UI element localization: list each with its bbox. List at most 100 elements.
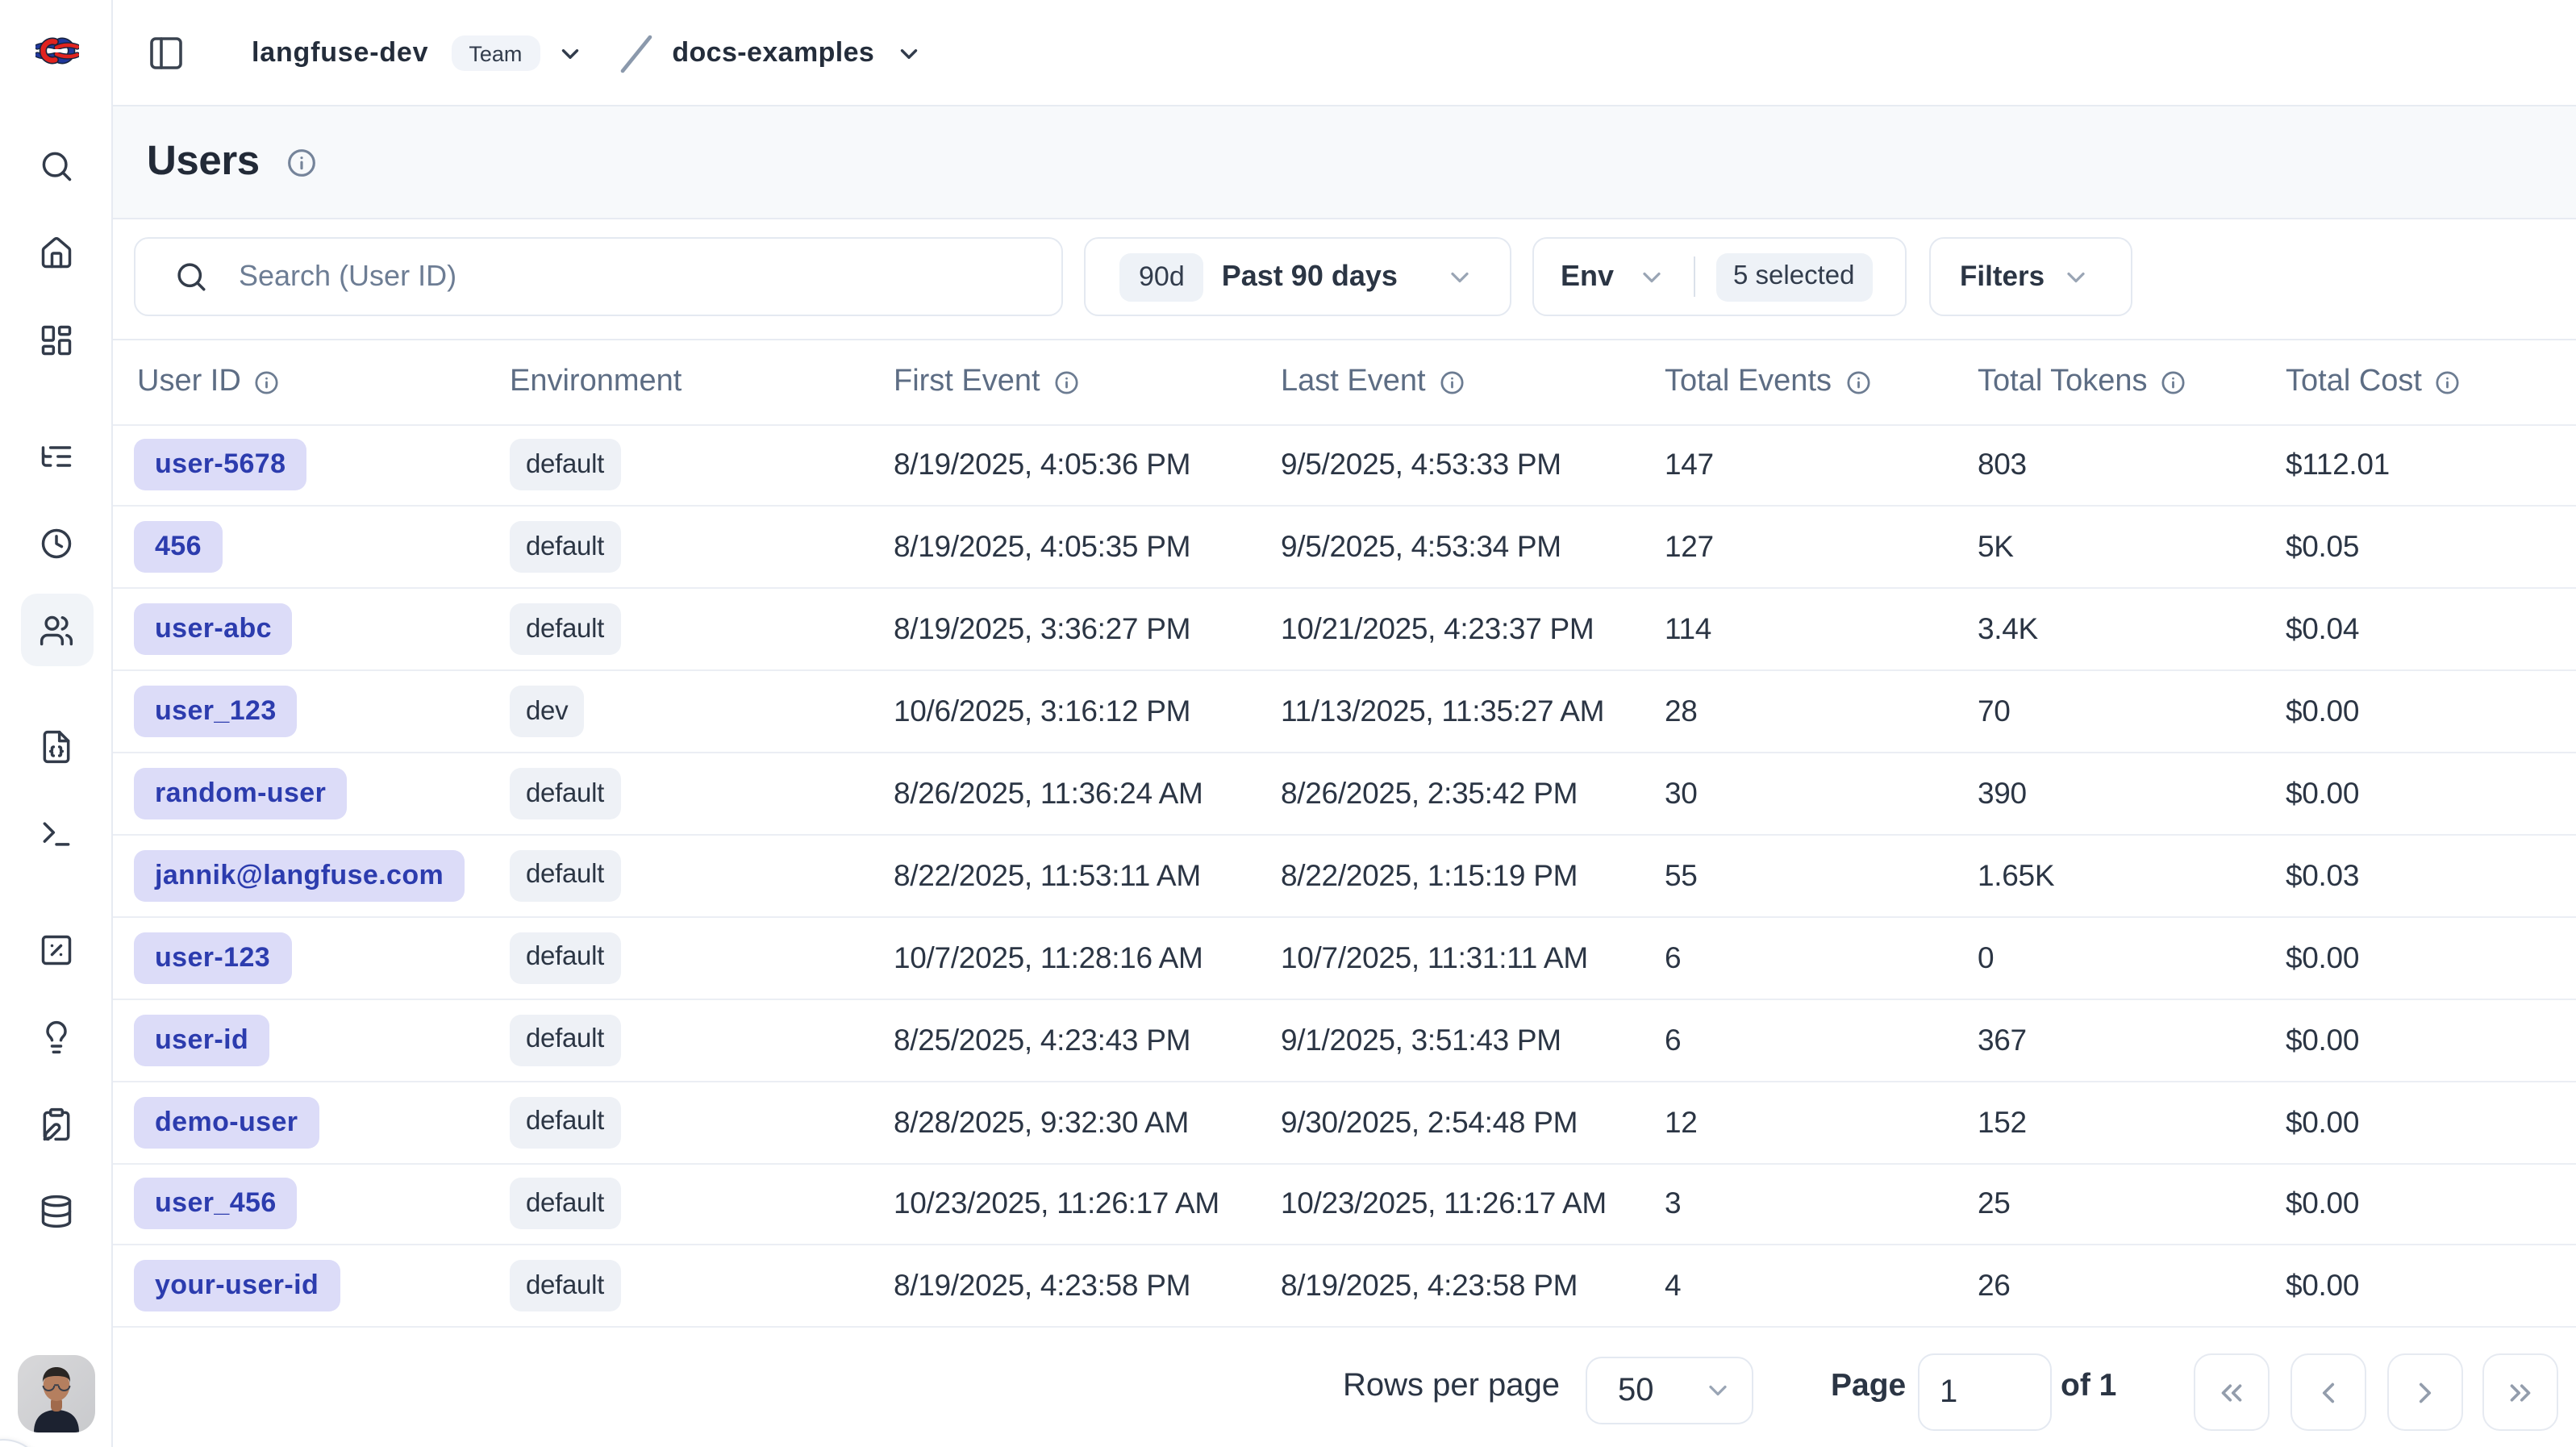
environment-badge: default	[510, 1178, 620, 1230]
project-name[interactable]: docs-examples	[672, 37, 875, 68]
page-number-input[interactable]: 1	[1917, 1353, 2051, 1432]
org-plan-badge: Team	[451, 35, 540, 71]
sidebar-item-evaluation[interactable]	[20, 913, 93, 986]
user-avatar[interactable]	[18, 1355, 95, 1432]
table-row[interactable]: user-id default 8/25/2025, 4:23:43 PM 9/1/2…	[113, 999, 2576, 1082]
user-id-badge[interactable]: user-abc	[134, 603, 293, 656]
chevron-down-icon	[901, 48, 918, 58]
user-id-badge[interactable]: user-id	[134, 1014, 270, 1066]
sidebar-item-dashboards[interactable]	[20, 303, 93, 376]
user-id-badge[interactable]: demo-user	[134, 1096, 319, 1149]
total-tokens-cell: 25	[1978, 1186, 2011, 1220]
assistant-bubble[interactable]	[0, 1439, 45, 1447]
date-range-select[interactable]: 90d Past 90 days	[1084, 236, 1511, 317]
total-events-cell: 3	[1665, 1186, 1682, 1220]
column-header-total-events[interactable]: Total Events	[1665, 365, 1978, 400]
sidebar-item-playground[interactable]	[20, 797, 93, 869]
first-page-button[interactable]	[2194, 1353, 2270, 1432]
user-id-badge[interactable]: user-123	[134, 932, 292, 984]
rows-per-page-select[interactable]: 50	[1586, 1356, 1753, 1425]
column-header-total-cost[interactable]: Total Cost	[2286, 365, 2576, 400]
info-icon[interactable]	[2435, 369, 2461, 395]
sidebar-item-datasets[interactable]	[20, 1174, 93, 1247]
filters-button[interactable]: Filters	[1929, 236, 2132, 317]
last-event-cell: 11/13/2025, 11:35:27 AM	[1281, 694, 1605, 728]
page-title-info-icon[interactable]	[286, 146, 318, 178]
langfuse-logo[interactable]	[35, 32, 79, 73]
last-event-cell: 9/1/2025, 3:51:43 PM	[1281, 1022, 1561, 1057]
total-events-cell: 6	[1665, 1022, 1682, 1057]
environment-badge: default	[510, 603, 620, 656]
table-row[interactable]: random-user default 8/26/2025, 11:36:24 AM…	[113, 753, 2576, 836]
user-id-badge[interactable]: user-5678	[134, 439, 307, 491]
table-row[interactable]: user_123 dev 10/6/2025, 3:16:12 PM 11/13/20…	[113, 671, 2576, 754]
user-id-badge[interactable]: jannik@langfuse.com	[134, 849, 465, 902]
column-header-label: Total Events	[1665, 364, 1832, 398]
main-area: langfuse-dev Team docs-examples Users	[113, 0, 2576, 1447]
last-event-cell: 8/26/2025, 2:35:42 PM	[1281, 776, 1578, 810]
sidebar-item-tracing[interactable]	[20, 419, 93, 492]
user-id-badge[interactable]: 456	[134, 521, 223, 573]
sidebar-item-home[interactable]	[20, 216, 93, 289]
next-page-button[interactable]	[2386, 1353, 2462, 1432]
page-label: Page	[1831, 1367, 1907, 1403]
user-id-badge[interactable]: user_456	[134, 1178, 298, 1230]
user-id-badge[interactable]: random-user	[134, 768, 348, 819]
sidebar-item-insights[interactable]	[20, 1000, 93, 1073]
sidebar-item-users[interactable]	[20, 594, 93, 666]
table-row[interactable]: user_456 default 10/23/2025, 11:26:17 AM 10…	[113, 1164, 2576, 1246]
page-title: Users	[147, 139, 260, 184]
table-row[interactable]: your-user-id default 8/19/2025, 4:23:58 PM…	[113, 1246, 2576, 1328]
last-page-button[interactable]	[2482, 1353, 2558, 1432]
table-row[interactable]: jannik@langfuse.com default 8/22/2025, 11:…	[113, 836, 2576, 918]
table-row[interactable]: user-abc default 8/19/2025, 3:36:27 PM 10/2…	[113, 590, 2576, 672]
column-header-environment[interactable]: Environment	[510, 365, 894, 400]
environment-badge: default	[510, 932, 620, 984]
total-events-cell: 127	[1665, 529, 1714, 564]
environment-badge: dev	[510, 686, 585, 738]
first-event-cell: 8/19/2025, 4:05:36 PM	[894, 447, 1191, 482]
clipboard-pen-icon	[43, 1107, 70, 1141]
info-icon[interactable]	[1053, 369, 1080, 395]
sidebar-toggle-button[interactable]	[147, 34, 185, 73]
previous-page-button[interactable]	[2290, 1353, 2366, 1432]
table-row[interactable]: user-123 default 10/7/2025, 11:28:16 AM 10/…	[113, 918, 2576, 1000]
total-cost-cell: $0.00	[2286, 1186, 2360, 1220]
sidebar-item-annotation[interactable]	[20, 1087, 93, 1160]
info-icon[interactable]	[254, 369, 281, 395]
info-icon[interactable]	[1439, 369, 1465, 395]
search-input[interactable]: Search (User ID)	[134, 236, 1063, 317]
org-name[interactable]: langfuse-dev	[252, 37, 429, 68]
sidebar-item-sessions[interactable]	[20, 507, 93, 579]
breadcrumb-separator	[614, 31, 657, 75]
table-row[interactable]: user-5678 default 8/19/2025, 4:05:36 PM 9/5…	[113, 425, 2576, 507]
org-switcher-button[interactable]	[556, 40, 583, 67]
total-events-cell: 114	[1665, 611, 1712, 646]
info-icon[interactable]	[1844, 369, 1871, 395]
column-header-total-tokens[interactable]: Total Tokens	[1978, 365, 2286, 400]
total-tokens-cell: 803	[1978, 447, 2027, 482]
chevrons-left-icon	[2221, 1383, 2242, 1402]
column-header-last-event[interactable]: Last Event	[1281, 365, 1665, 400]
table-row[interactable]: 456 default 8/19/2025, 4:05:35 PM 9/5/2025,…	[113, 507, 2576, 590]
total-events-cell: 6	[1665, 940, 1682, 974]
page-number-value: 1	[1940, 1374, 1958, 1410]
total-tokens-cell: 390	[1978, 776, 2027, 810]
environment-selected-badge: 5 selected	[1715, 252, 1873, 302]
search-icon	[177, 263, 206, 291]
column-header-user-id[interactable]: User ID	[137, 365, 510, 400]
project-switcher-button[interactable]	[895, 40, 923, 67]
column-header-first-event[interactable]: First Event	[894, 365, 1281, 400]
sidebar-item-prompts[interactable]	[20, 710, 93, 782]
column-header-label: Environment	[510, 364, 682, 398]
user-id-badge[interactable]: user_123	[134, 686, 298, 738]
environment-filter[interactable]: Env 5 selected	[1532, 236, 1907, 317]
user-id-badge[interactable]: your-user-id	[134, 1260, 340, 1312]
column-header-label: Total Cost	[2286, 364, 2422, 398]
environment-badge: default	[510, 1014, 620, 1066]
first-event-cell: 8/19/2025, 3:36:27 PM	[894, 611, 1191, 646]
total-events-cell: 12	[1665, 1104, 1698, 1139]
table-row[interactable]: demo-user default 8/28/2025, 9:32:30 AM 9/3…	[113, 1082, 2576, 1165]
info-icon[interactable]	[2161, 369, 2187, 395]
sidebar-item-search[interactable]	[20, 129, 93, 202]
